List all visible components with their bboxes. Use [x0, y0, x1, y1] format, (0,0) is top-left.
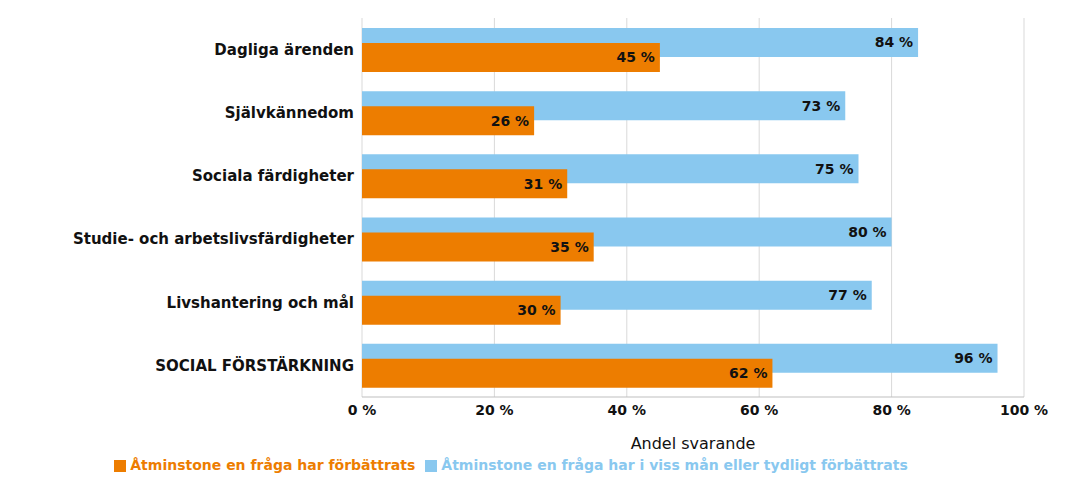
svg-text:31 %: 31 % — [524, 176, 562, 192]
svg-text:84 %: 84 % — [875, 34, 913, 50]
svg-text:73 %: 73 % — [802, 98, 840, 114]
svg-text:75 %: 75 % — [815, 161, 853, 177]
svg-text:Sociala färdigheter: Sociala färdigheter — [192, 167, 355, 185]
svg-text:Andel svarande: Andel svarande — [631, 434, 756, 453]
svg-text:0 %: 0 % — [348, 402, 377, 418]
svg-text:80 %: 80 % — [848, 224, 886, 240]
svg-text:45 %: 45 % — [617, 49, 655, 65]
svg-text:80 %: 80 % — [872, 402, 910, 418]
svg-text:Livshantering och mål: Livshantering och mål — [167, 294, 354, 312]
svg-text:77 %: 77 % — [828, 287, 866, 303]
svg-text:30 %: 30 % — [517, 302, 555, 318]
svg-text:26 %: 26 % — [491, 113, 529, 129]
html-text:Åtminstone en fråga har i viss: Åtminstone en fråga har i viss mån eller… — [441, 457, 908, 473]
svg-text:20 %: 20 % — [475, 402, 513, 418]
html-text:Åtminstone en fråga har förbät: Åtminstone en fråga har förbättrats — [130, 457, 416, 473]
svg-text:Studie- och arbetslivsfärdighe: Studie- och arbetslivsfärdigheter — [73, 230, 355, 248]
svg-text:60 %: 60 % — [740, 402, 778, 418]
svg-text:62 %: 62 % — [729, 365, 767, 381]
svg-text:40 %: 40 % — [608, 402, 646, 418]
svg-text:35 %: 35 % — [550, 239, 588, 255]
svg-text:100 %: 100 % — [1000, 402, 1048, 418]
svg-text:Självkännedom: Självkännedom — [225, 104, 354, 122]
svg-text:Dagliga ärenden: Dagliga ärenden — [214, 41, 354, 59]
svg-text:SOCIAL FÖRSTÄRKNING: SOCIAL FÖRSTÄRKNING — [155, 356, 354, 375]
svg-text:96 %: 96 % — [954, 350, 992, 366]
